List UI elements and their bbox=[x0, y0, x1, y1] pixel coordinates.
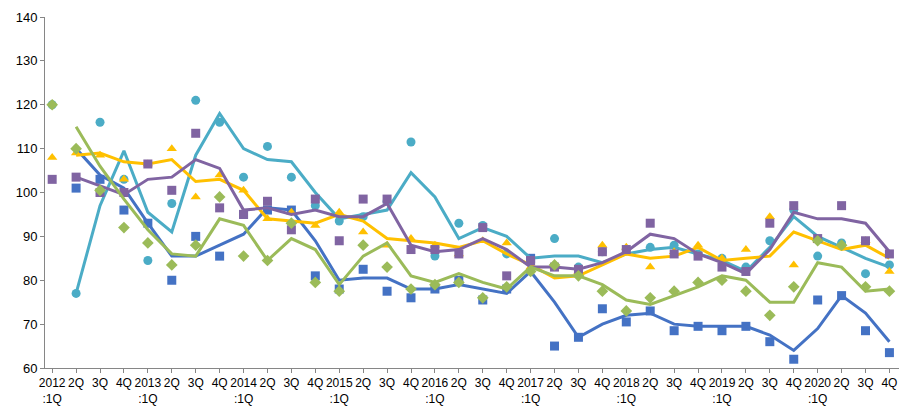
svg-text:140: 140 bbox=[16, 10, 38, 25]
svg-text:4Q: 4Q bbox=[786, 376, 802, 390]
svg-text:3Q: 3Q bbox=[475, 376, 491, 390]
svg-text:100: 100 bbox=[16, 185, 38, 200]
svg-text:80: 80 bbox=[23, 273, 37, 288]
svg-text:2017:1Q: 2017:1Q bbox=[517, 376, 544, 406]
svg-text:60: 60 bbox=[23, 361, 37, 376]
svg-text:3Q: 3Q bbox=[92, 376, 108, 390]
svg-text:130: 130 bbox=[16, 53, 38, 68]
svg-text:4Q: 4Q bbox=[881, 376, 897, 390]
svg-text:2019:1Q: 2019:1Q bbox=[709, 376, 736, 406]
svg-text:4Q: 4Q bbox=[499, 376, 515, 390]
svg-text:4Q: 4Q bbox=[690, 376, 706, 390]
svg-text:90: 90 bbox=[23, 229, 37, 244]
svg-text:4Q: 4Q bbox=[212, 376, 228, 390]
svg-text:3Q: 3Q bbox=[762, 376, 778, 390]
svg-text:2Q: 2Q bbox=[355, 376, 371, 390]
svg-text:3Q: 3Q bbox=[858, 376, 874, 390]
svg-text:3Q: 3Q bbox=[570, 376, 586, 390]
svg-text:2Q: 2Q bbox=[642, 376, 658, 390]
svg-text:2Q: 2Q bbox=[547, 376, 563, 390]
svg-text:4Q: 4Q bbox=[594, 376, 610, 390]
svg-text:4Q: 4Q bbox=[116, 376, 132, 390]
svg-text:2020:1Q: 2020:1Q bbox=[804, 376, 831, 406]
svg-text:4Q: 4Q bbox=[307, 376, 323, 390]
svg-text:2Q: 2Q bbox=[738, 376, 754, 390]
svg-text:2014:1Q: 2014:1Q bbox=[230, 376, 257, 406]
svg-text:2015:1Q: 2015:1Q bbox=[326, 376, 353, 406]
svg-text:3Q: 3Q bbox=[188, 376, 204, 390]
svg-text:2012:1Q: 2012:1Q bbox=[39, 376, 66, 406]
svg-text:2Q: 2Q bbox=[259, 376, 275, 390]
svg-text:70: 70 bbox=[23, 317, 37, 332]
svg-text:3Q: 3Q bbox=[283, 376, 299, 390]
svg-text:2018:1Q: 2018:1Q bbox=[613, 376, 640, 406]
svg-text:2013:1Q: 2013:1Q bbox=[135, 376, 162, 406]
svg-text:2Q: 2Q bbox=[451, 376, 467, 390]
svg-text:3Q: 3Q bbox=[379, 376, 395, 390]
svg-text:2Q: 2Q bbox=[164, 376, 180, 390]
svg-text:2Q: 2Q bbox=[834, 376, 850, 390]
svg-text:4Q: 4Q bbox=[403, 376, 419, 390]
svg-text:3Q: 3Q bbox=[666, 376, 682, 390]
svg-text:2Q: 2Q bbox=[68, 376, 84, 390]
svg-text:110: 110 bbox=[17, 141, 38, 156]
svg-text:120: 120 bbox=[16, 97, 38, 112]
svg-text:2016:1Q: 2016:1Q bbox=[422, 376, 449, 406]
